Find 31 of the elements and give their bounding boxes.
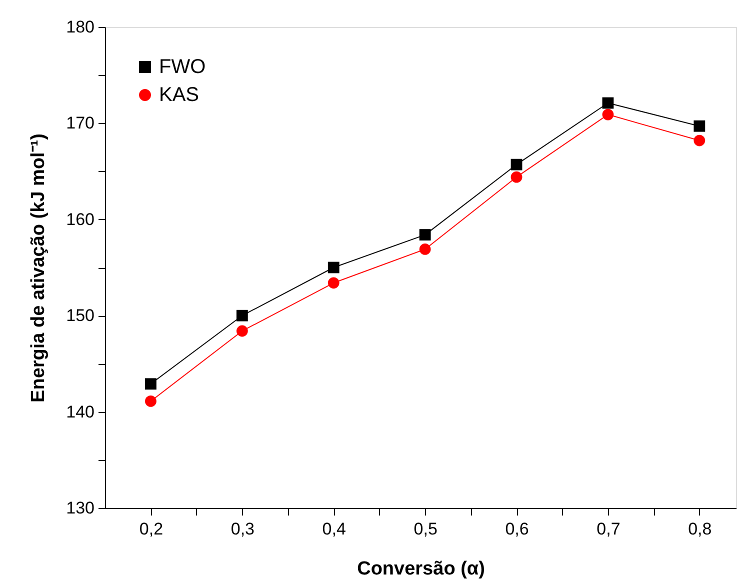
point	[694, 134, 706, 146]
point	[328, 262, 340, 274]
point	[328, 277, 340, 289]
point	[145, 378, 156, 390]
point	[145, 396, 156, 407]
point	[236, 325, 248, 337]
x-tick-label: 0,7	[596, 520, 620, 538]
x-tick-label: 0,3	[230, 520, 254, 538]
y-tick-label: 160	[66, 210, 94, 229]
point	[236, 310, 248, 322]
y-tick-label: 150	[66, 306, 94, 326]
y-tick-label: 180	[66, 18, 94, 36]
legend-label: KAS	[159, 84, 200, 106]
point	[602, 97, 614, 109]
point	[510, 158, 522, 170]
x-tick-label: 0,2	[139, 520, 164, 538]
x-tick-label: 0,8	[688, 520, 712, 538]
point	[510, 171, 522, 183]
y-tick-label: 140	[66, 402, 94, 422]
x-axis-title: Conversão (α)	[357, 558, 485, 580]
y-axis-title: Energia de ativação (kJ mol⁻¹)	[28, 134, 50, 402]
point	[419, 244, 431, 255]
x-tick-label: 0,4	[322, 520, 346, 538]
legend-label: FWO	[159, 56, 206, 78]
point	[602, 108, 614, 120]
y-tick-label: 170	[66, 114, 94, 133]
point	[419, 229, 431, 240]
point	[694, 120, 706, 132]
x-tick-label: 0,6	[505, 520, 529, 538]
x-tick-label: 0,5	[414, 520, 438, 538]
y-tick-label: 130	[66, 498, 94, 518]
